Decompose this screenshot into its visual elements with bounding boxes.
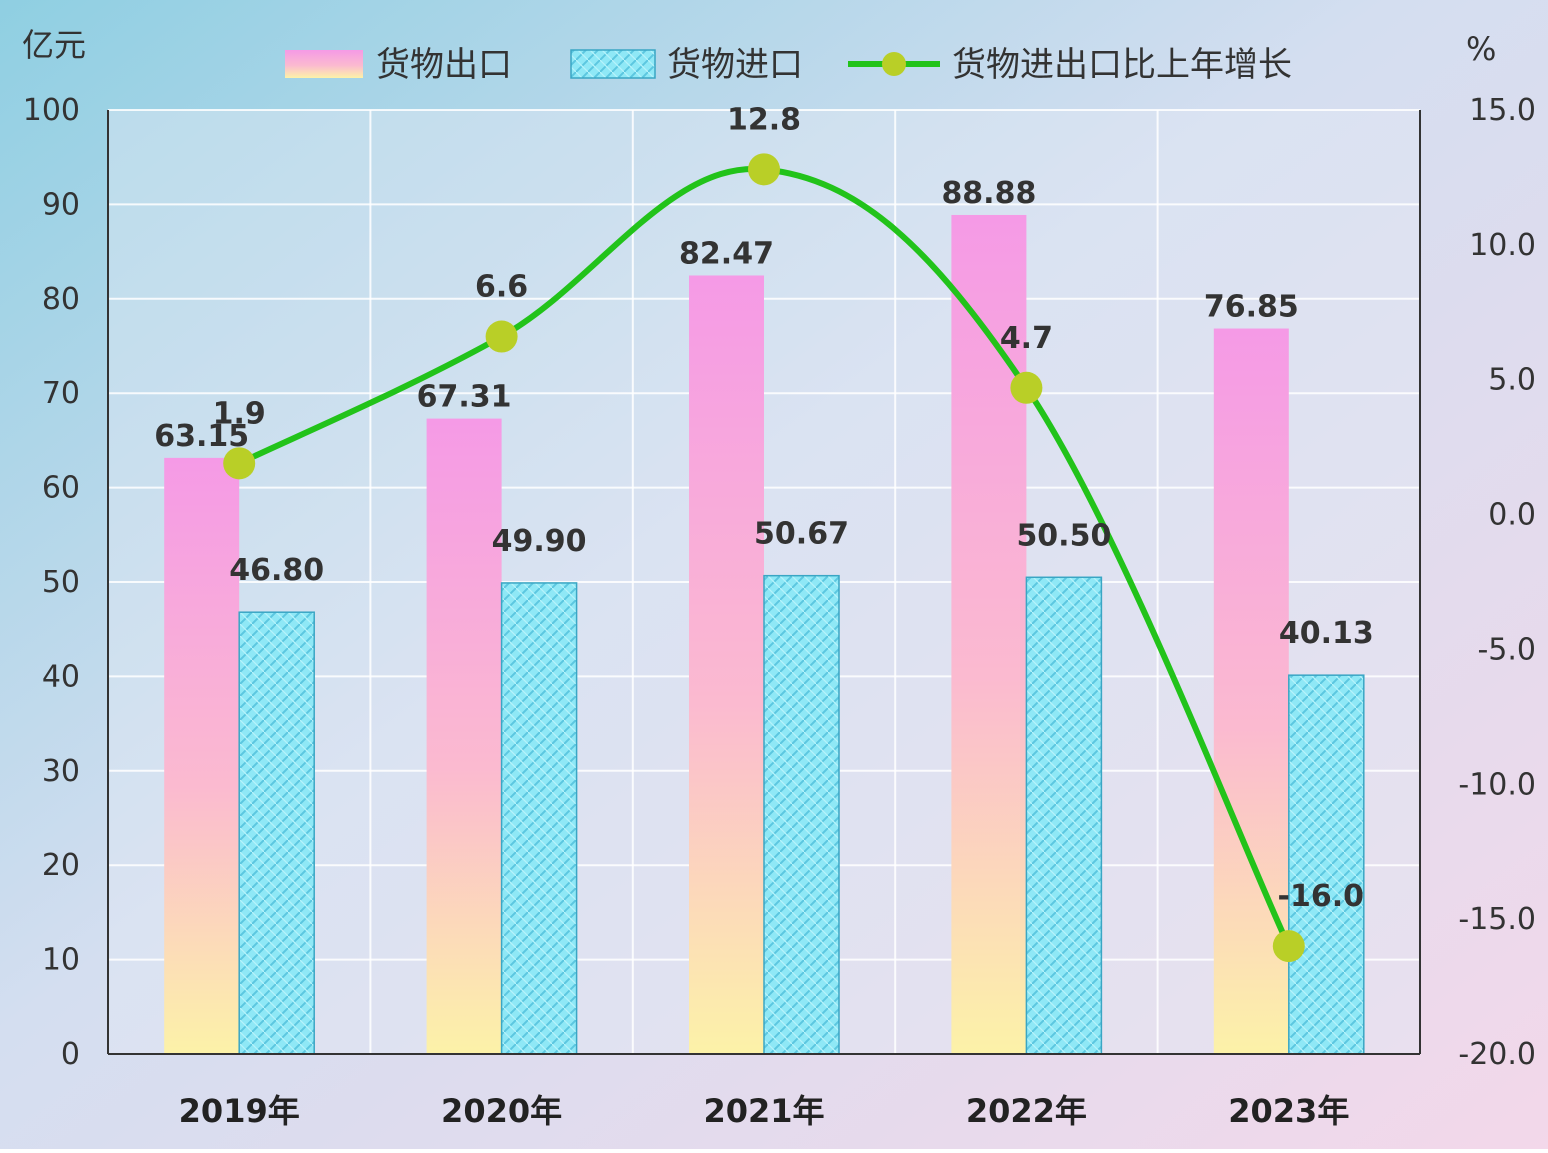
left-tick-label: 0 xyxy=(61,1037,80,1072)
legend-label-export: 货物出口 xyxy=(376,45,512,85)
bar-export xyxy=(951,214,1027,1055)
right-tick-label: -5.0 xyxy=(1477,632,1536,667)
right-tick-label: 5.0 xyxy=(1488,363,1536,398)
export-value-label: 63.15 xyxy=(154,419,249,454)
bar-import xyxy=(763,574,840,1055)
growth-value-label: -16.0 xyxy=(1278,879,1364,914)
bar-import xyxy=(500,582,578,1055)
right-tick-label: -15.0 xyxy=(1458,902,1536,937)
right-tick-label: -20.0 xyxy=(1458,1037,1536,1072)
legend-item-import: 货物进口 xyxy=(570,45,803,85)
left-tick-label: 10 xyxy=(42,943,80,978)
export-value-label: 88.88 xyxy=(941,176,1036,211)
legend-item-growth: 货物进出口比上年增长 xyxy=(848,45,1292,85)
bar-export xyxy=(164,457,240,1054)
right-tick-label: 10.0 xyxy=(1469,228,1536,263)
growth-point xyxy=(1010,371,1043,404)
export-value-label: 82.47 xyxy=(679,236,774,271)
legend-swatch-growth-marker xyxy=(882,52,906,76)
left-tick-label: 30 xyxy=(42,754,80,789)
growth-value-label: 12.8 xyxy=(727,102,801,137)
bar-import xyxy=(1025,576,1103,1055)
growth-point xyxy=(1272,930,1305,963)
left-tick-label: 80 xyxy=(42,282,80,317)
right-axis-ticks: -20.0 -15.0 -10.0 -5.0 0.0 5.0 10.0 15.0 xyxy=(1458,93,1536,1072)
category-label: 2023年 xyxy=(1228,1092,1349,1130)
legend-swatch-export xyxy=(285,50,363,78)
right-tick-label: 0.0 xyxy=(1488,498,1536,533)
category-label: 2019年 xyxy=(179,1092,300,1130)
legend-label-import: 货物进口 xyxy=(667,45,803,85)
import-value-label: 40.13 xyxy=(1279,616,1374,651)
legend-item-export: 货物出口 xyxy=(285,45,512,85)
bar-export xyxy=(426,418,502,1054)
import-value-label: 49.90 xyxy=(492,524,587,559)
left-axis-unit: 亿元 xyxy=(22,26,86,64)
growth-line xyxy=(223,153,1305,963)
bar-export xyxy=(689,275,764,1055)
left-tick-label: 20 xyxy=(42,848,80,883)
import-value-label: 50.50 xyxy=(1016,518,1111,553)
right-tick-label: -10.0 xyxy=(1458,767,1536,802)
legend: 货物出口 货物进口 货物进出口比上年增长 xyxy=(285,45,1292,85)
legend-label-growth: 货物进出口比上年增长 xyxy=(952,45,1292,85)
growth-value-label: 4.7 xyxy=(1000,321,1053,356)
bar-export xyxy=(1213,328,1289,1054)
import-value-label: 46.80 xyxy=(229,553,324,588)
category-label: 2020年 xyxy=(441,1092,562,1130)
growth-point xyxy=(485,320,518,353)
left-tick-label: 70 xyxy=(42,376,80,411)
left-tick-label: 50 xyxy=(42,565,80,600)
bars xyxy=(164,214,1365,1055)
category-labels: 2019年 2020年 2021年 2022年 2023年 xyxy=(179,1092,1350,1130)
export-value-label: 76.85 xyxy=(1204,290,1299,325)
left-tick-label: 90 xyxy=(42,187,80,222)
left-tick-label: 60 xyxy=(42,471,80,506)
category-label: 2022年 xyxy=(966,1092,1087,1130)
data-labels: 63.15 46.80 67.31 49.90 82.47 50.67 88.88 50.50… xyxy=(154,102,1374,914)
category-label: 2021年 xyxy=(703,1092,824,1130)
left-axis-ticks: 0 10 20 30 40 50 60 70 80 90 100 xyxy=(23,93,80,1072)
growth-line-path xyxy=(237,165,1292,948)
right-tick-label: 15.0 xyxy=(1469,93,1536,128)
growth-value-label: 1.9 xyxy=(213,396,266,431)
left-tick-label: 100 xyxy=(23,93,80,128)
growth-point xyxy=(223,447,256,480)
right-axis-unit: % xyxy=(1466,30,1496,68)
growth-point xyxy=(748,153,780,186)
import-value-label: 50.67 xyxy=(754,517,849,552)
left-tick-label: 40 xyxy=(42,659,80,694)
legend-swatch-import xyxy=(570,49,656,79)
export-value-label: 67.31 xyxy=(417,380,512,415)
bar-import xyxy=(1288,674,1365,1055)
bar-import xyxy=(238,611,315,1055)
growth-value-label: 6.6 xyxy=(475,270,528,305)
